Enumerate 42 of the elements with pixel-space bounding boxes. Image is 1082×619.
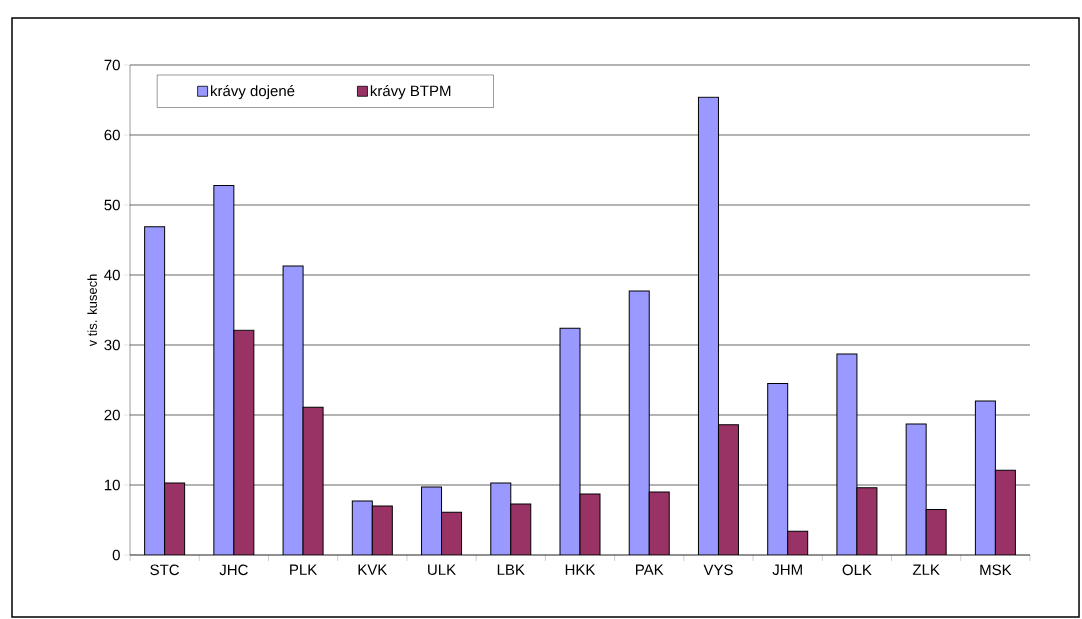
y-axis-title: v tis. kusech	[87, 274, 97, 347]
x-tick-label: OLK	[842, 564, 872, 576]
bar	[698, 97, 719, 555]
bar	[164, 482, 185, 555]
bar	[629, 291, 650, 555]
x-tick-label: JHC	[219, 564, 248, 576]
bar	[649, 492, 670, 555]
bar	[718, 424, 739, 555]
y-tick-label: 50	[104, 199, 120, 211]
bar	[994, 469, 1016, 555]
bar	[213, 185, 234, 555]
x-tick-label: MSK	[980, 564, 1012, 576]
y-tick-label: 30	[104, 339, 120, 351]
x-tick-label: JHM	[772, 564, 802, 575]
y-tick-label: 0	[112, 549, 120, 561]
bar	[767, 383, 788, 555]
bar	[974, 400, 996, 555]
bar	[490, 482, 511, 555]
x-tick-label: VYS	[703, 564, 733, 576]
x-tick-label: ULK	[428, 564, 456, 575]
bar	[421, 487, 442, 555]
y-tick-label: 40	[104, 269, 120, 281]
bar	[144, 226, 165, 555]
y-tick-label: 70	[104, 59, 120, 71]
y-tick-label: 10	[104, 479, 120, 491]
bar	[441, 512, 462, 555]
x-tick-label: KVK	[358, 564, 388, 575]
bar	[372, 506, 393, 555]
legend-label: krávy dojené	[211, 85, 295, 100]
y-tick-label: 60	[104, 129, 120, 141]
x-tick-label: PLK	[290, 564, 318, 575]
x-tick-label: PAK	[636, 564, 664, 575]
y-tick-label: 20	[104, 409, 120, 421]
bar	[906, 424, 927, 555]
bar	[926, 509, 947, 555]
legend-label: krávy BTPM	[370, 85, 451, 100]
x-tick-label: ZLK	[912, 564, 940, 575]
x-tick-label: LBK	[497, 564, 525, 575]
bar	[352, 501, 373, 555]
x-tick-label: STC	[150, 564, 180, 576]
x-tick-label: HKK	[565, 564, 596, 575]
bar	[510, 503, 531, 555]
